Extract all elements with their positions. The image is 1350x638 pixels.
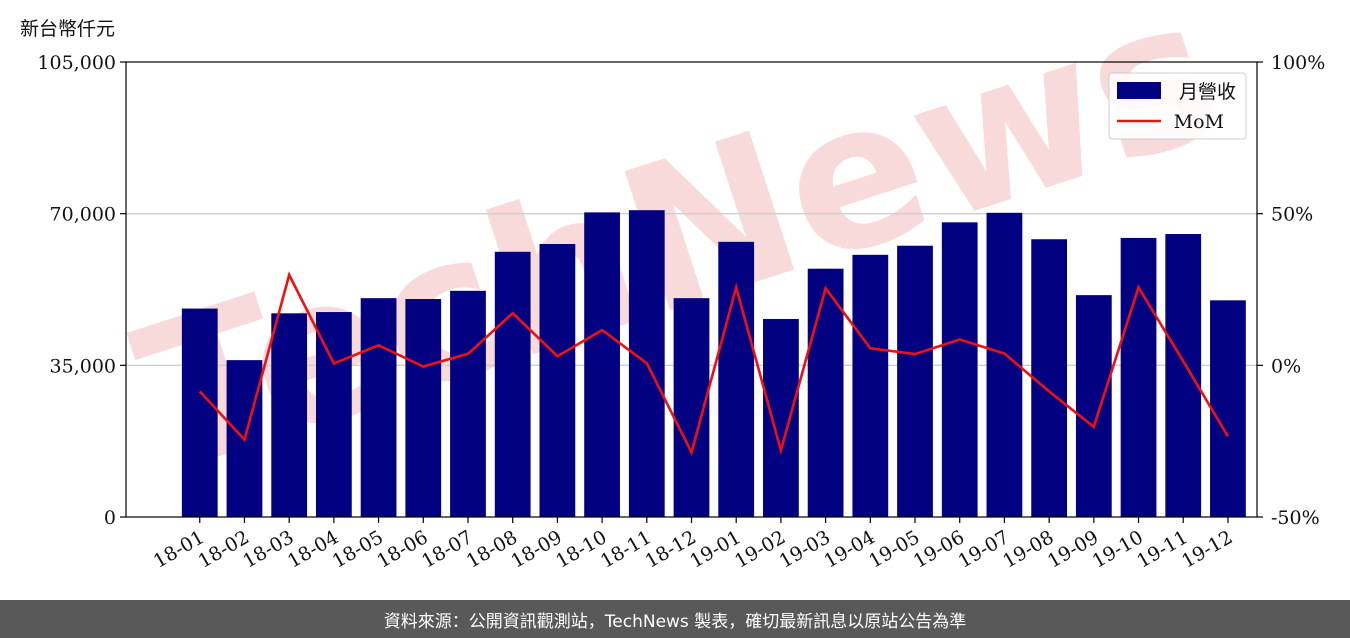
x-tick-label: 18-10: [552, 526, 610, 572]
x-tick-label: 19-06: [910, 526, 968, 572]
bar-19-06: [941, 222, 978, 518]
x-tick-label: 18-08: [463, 526, 521, 572]
x-tick-label: 19-01: [686, 526, 744, 572]
x-tick-label: 19-03: [776, 526, 834, 572]
legend: 月營收 MoM: [1108, 72, 1247, 140]
bar-18-01: [181, 308, 218, 517]
x-axis: 18-0118-0218-0318-0418-0518-0618-0718-08…: [150, 517, 1236, 573]
right-tick-label: 0%: [1271, 355, 1301, 377]
bar-18-03: [271, 313, 308, 517]
left-axis: 0 35,000 70,000 105,000: [37, 52, 126, 529]
source-footer: 資料來源：公開資訊觀測站，TechNews 製表，確切最新訊息以原站公告為準: [0, 600, 1350, 638]
right-tick-label: -50%: [1271, 507, 1320, 529]
x-tick-label: 19-09: [1044, 526, 1102, 572]
bar-19-10: [1120, 237, 1157, 517]
bar-19-04: [852, 254, 889, 518]
mom-line: [198, 271, 1230, 457]
right-tick-label: 50%: [1271, 204, 1313, 226]
x-tick-label: 18-03: [239, 526, 297, 572]
legend-label-revenue: 月營收: [1179, 81, 1236, 103]
left-tick-label: 35,000: [50, 355, 116, 377]
x-tick-label: 18-07: [418, 526, 476, 572]
x-tick-label: 19-12: [1178, 526, 1236, 572]
bar-19-08: [1031, 239, 1068, 517]
x-tick-label: 19-04: [820, 526, 878, 572]
bar-19-03: [807, 268, 844, 517]
bar-19-11: [1165, 234, 1202, 518]
x-tick-label: 18-02: [195, 526, 253, 572]
mom-line-layer: [198, 271, 1230, 457]
bar-19-12: [1210, 300, 1246, 517]
x-tick-label: 18-01: [150, 526, 208, 572]
x-tick-label: 19-11: [1133, 526, 1191, 572]
bar-18-05: [360, 298, 397, 517]
x-tick-label: 18-11: [597, 526, 655, 572]
x-tick-label: 19-07: [954, 526, 1012, 572]
legend-label-mom: MoM: [1174, 111, 1224, 133]
bar-18-08: [494, 251, 531, 518]
x-tick-label: 18-04: [284, 526, 342, 572]
x-tick-label: 18-09: [507, 526, 565, 572]
bar-18-04: [315, 312, 352, 517]
bar-19-02: [763, 318, 799, 517]
left-tick-label: 105,000: [37, 52, 116, 74]
x-tick-label: 18-12: [642, 526, 700, 572]
bar-19-09: [1075, 295, 1112, 517]
bar-18-07: [450, 290, 486, 517]
bar-18-10: [584, 212, 620, 517]
x-tick-label: 19-02: [731, 526, 789, 572]
bar-18-06: [405, 299, 442, 517]
bar-18-09: [539, 244, 576, 517]
x-tick-label: 18-06: [373, 526, 431, 572]
left-tick-label: 0: [104, 507, 116, 529]
x-tick-label: 19-08: [999, 526, 1057, 572]
x-tick-label: 19-10: [1089, 526, 1147, 572]
right-tick-label: 100%: [1271, 52, 1325, 74]
revenue-bars: [181, 210, 1246, 518]
x-tick-label: 19-05: [865, 526, 923, 572]
bar-19-05: [897, 245, 933, 517]
y-axis-unit-label: 新台幣仟元: [20, 18, 116, 40]
right-axis: -50% 0% 50% 100%: [1257, 52, 1325, 529]
x-tick-label: 18-05: [329, 526, 387, 572]
legend-bar-swatch: [1117, 82, 1161, 99]
left-tick-label: 70,000: [50, 204, 116, 226]
